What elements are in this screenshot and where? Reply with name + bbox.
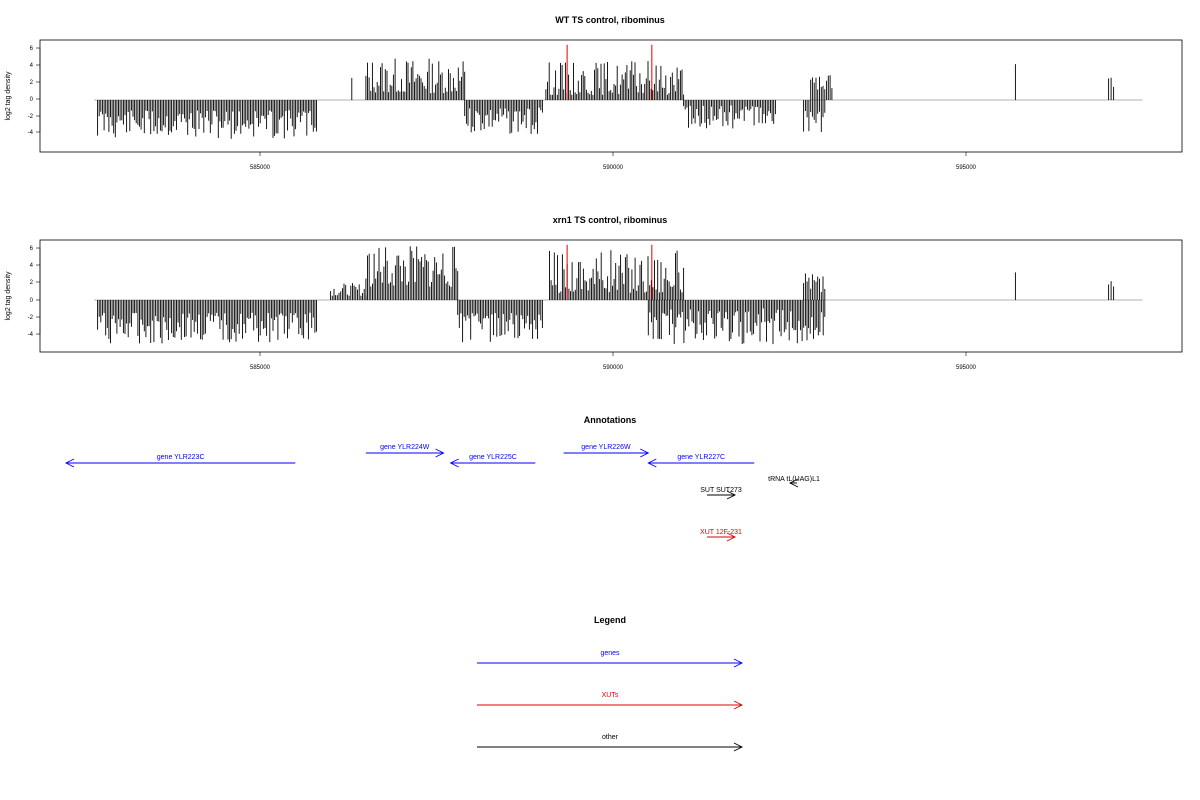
annotation-arrow-head xyxy=(449,458,459,468)
annotation-label: gene YLR227C xyxy=(677,454,725,461)
y-tick-label-wt: 0 xyxy=(30,97,34,103)
annotation-feature-gene: gene YLR223C xyxy=(64,454,296,468)
x-axis-wt: 585000 590000 595000 xyxy=(250,152,977,171)
annotation-arrow-head xyxy=(726,490,737,500)
chart-title-xrn1: xrn1 TS control, ribominus xyxy=(553,215,668,225)
annotation-feature-xut: XUT 12F-231 xyxy=(700,529,742,542)
annotation-label: gene YLR223C xyxy=(157,454,205,461)
legend-item-gene: genes xyxy=(477,650,744,668)
bar-series-wt xyxy=(94,44,1143,139)
legend-items: genes XUTs other xyxy=(477,650,744,752)
annotation-feature-gene: gene YLR226W xyxy=(563,444,650,458)
annotation-label: gene YLR224W xyxy=(380,444,430,451)
legend-arrow-head xyxy=(733,742,744,752)
annotation-arrow-head xyxy=(64,458,75,468)
legend-item-xut: XUTs xyxy=(477,692,744,710)
y-axis-wt: 6 4 2 0 -2 -4 xyxy=(28,46,41,136)
annotation-arrow-head xyxy=(788,478,799,488)
y-tick-label-wt: 2 xyxy=(30,80,34,86)
annotation-label: XUT 12F-231 xyxy=(700,529,742,536)
bar-series-xrn1 xyxy=(94,244,1143,345)
annotation-label: gene YLR226W xyxy=(581,444,631,451)
annotation-feature-gene: gene YLR225C xyxy=(449,454,536,468)
y-tick-label-wt: 4 xyxy=(30,63,34,69)
y-axis-label-wt: log2 tag density xyxy=(5,71,12,121)
annotation-label: gene YLR225C xyxy=(469,454,517,461)
y-axis-label-xrn1: log2 tag density xyxy=(5,271,12,321)
x-tick-label-xrn1: 590000 xyxy=(603,365,624,371)
annotation-label: SUT SUT273 xyxy=(700,487,742,494)
annotation-features: gene YLR223C gene YLR224W gene YLR225C gene… xyxy=(64,444,820,542)
x-tick-label-wt: 585000 xyxy=(250,165,271,171)
chart-panel-xrn1: xrn1 TS control, ribominus log2 tag dens… xyxy=(5,215,1183,371)
legend-title: Legend xyxy=(594,615,626,625)
y-tick-label-xrn1: -2 xyxy=(28,315,34,321)
y-tick-label-wt: -2 xyxy=(28,114,34,120)
y-axis-xrn1: 6 4 2 0 -2 -4 xyxy=(28,246,41,338)
y-tick-label-xrn1: 0 xyxy=(30,298,34,304)
x-tick-label-xrn1: 585000 xyxy=(250,365,271,371)
y-tick-label-xrn1: 6 xyxy=(30,246,34,252)
annotation-arrow-head xyxy=(640,448,650,458)
chart-panel-wt: WT TS control, ribominus log2 tag densit… xyxy=(5,15,1183,171)
x-axis-xrn1: 585000 590000 595000 xyxy=(250,352,977,371)
legend-label: other xyxy=(602,734,619,741)
y-tick-label-wt: 6 xyxy=(30,46,34,52)
y-tick-label-xrn1: 2 xyxy=(30,280,34,286)
annotation-arrow-head xyxy=(647,458,657,468)
annotation-feature-other: SUT SUT273 xyxy=(700,487,742,500)
annotations-title: Annotations xyxy=(584,415,637,425)
y-tick-label-wt: -4 xyxy=(28,130,34,136)
x-tick-label-wt: 595000 xyxy=(956,165,977,171)
chart-title-wt: WT TS control, ribominus xyxy=(555,15,665,25)
legend-label: genes xyxy=(600,650,620,657)
legend-arrow-head xyxy=(733,700,744,710)
annotation-feature-gene: gene YLR224W xyxy=(365,444,445,458)
y-tick-label-xrn1: -4 xyxy=(28,332,34,338)
annotation-arrow-head xyxy=(435,448,445,458)
x-tick-label-xrn1: 595000 xyxy=(956,365,977,371)
annotation-arrow-head xyxy=(726,532,737,542)
legend-arrow-head xyxy=(733,658,744,668)
legend-item-other: other xyxy=(477,734,744,752)
annotation-feature-gene: gene YLR227C xyxy=(647,454,755,468)
annotation-label: tRNA tL(UAG)L1 xyxy=(768,476,820,483)
annotation-feature-other: tRNA tL(UAG)L1 xyxy=(768,476,820,488)
x-tick-label-wt: 590000 xyxy=(603,165,624,171)
legend-label: XUTs xyxy=(602,692,619,699)
legend: Legend genes XUTs other xyxy=(477,615,744,752)
y-tick-label-xrn1: 4 xyxy=(30,263,34,269)
